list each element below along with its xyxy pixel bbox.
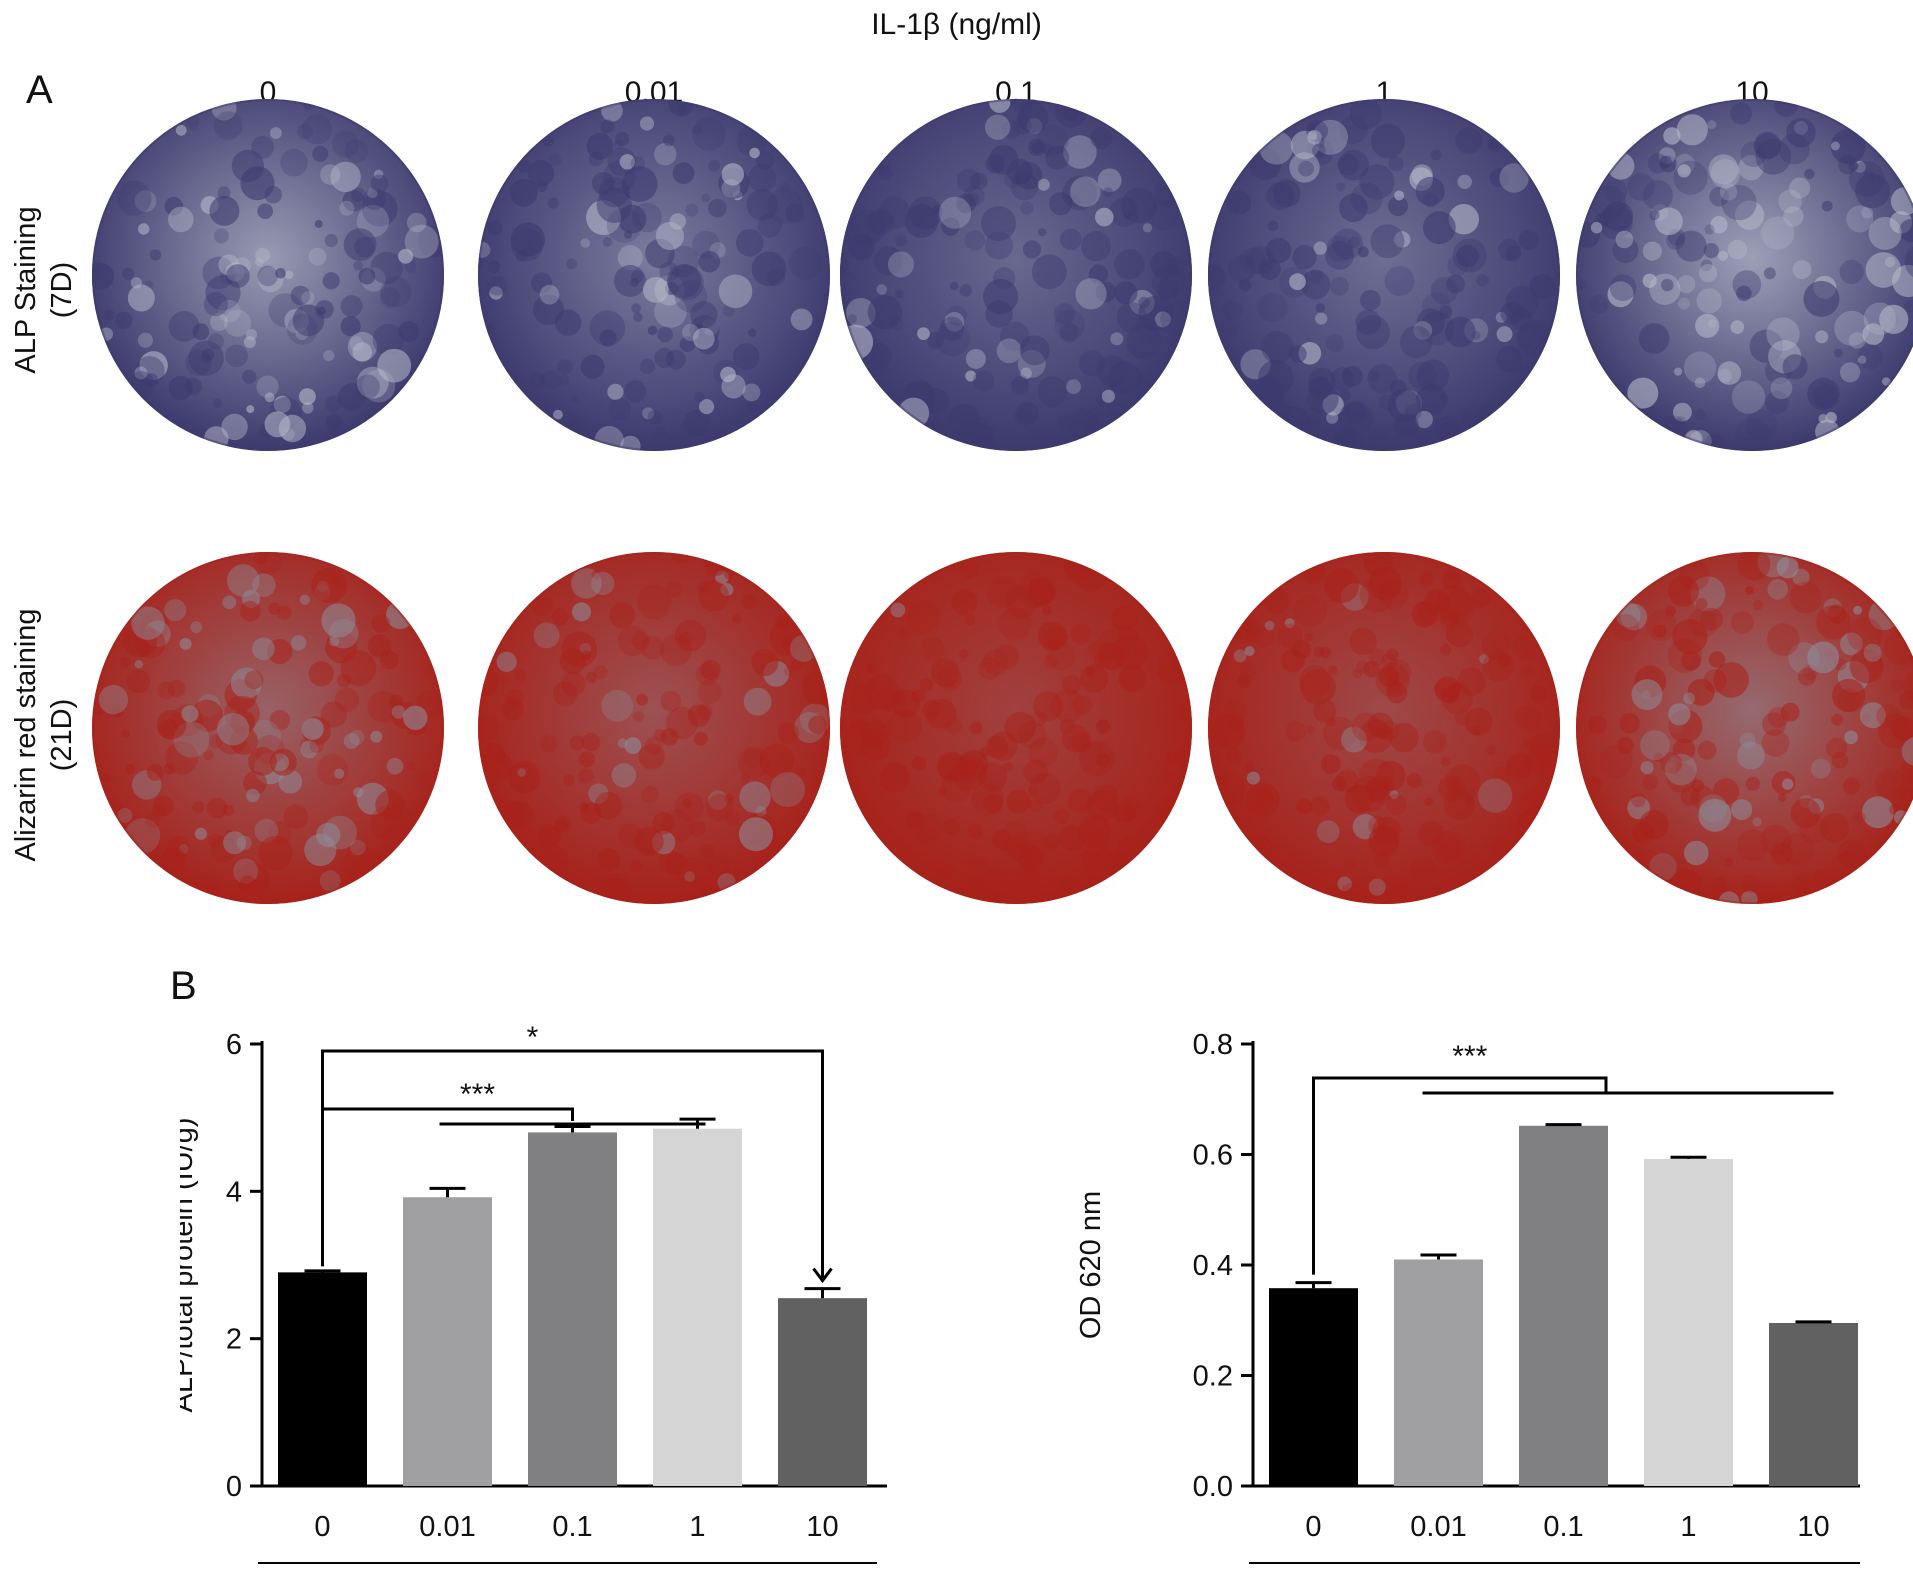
y-tick-label: 0 bbox=[226, 1471, 242, 1503]
x-tick-label: 10 bbox=[806, 1511, 838, 1543]
y-axis-label: ALP/total protein (IU/g) bbox=[180, 1118, 199, 1413]
y-axis-label: OD 620 nm bbox=[1075, 1191, 1107, 1339]
bar-1 bbox=[653, 1128, 742, 1486]
x-tick-label: 0.01 bbox=[1410, 1511, 1466, 1543]
bar-0.01 bbox=[403, 1197, 492, 1486]
sig-bracket-star bbox=[321, 1049, 824, 1281]
sig-label-triple: *** bbox=[1452, 1040, 1487, 1073]
y-tick-label: 0.4 bbox=[1193, 1250, 1233, 1282]
well-alizarin-2 bbox=[840, 552, 1192, 904]
sig-bracket-triple bbox=[1312, 1076, 1608, 1275]
x-tick-label: 0 bbox=[314, 1511, 330, 1543]
chart-od620: 0.00.20.40.60.800.010.1110IL-1β (ng/ml)O… bbox=[1075, 1029, 1860, 1564]
bar-0 bbox=[1269, 1288, 1358, 1486]
x-tick-label: 0 bbox=[1305, 1511, 1321, 1543]
well-alp-3 bbox=[1208, 99, 1560, 451]
sig-bracket-triple bbox=[321, 1051, 574, 1121]
well-alizarin-4 bbox=[1576, 552, 1913, 904]
well-alp-2 bbox=[840, 99, 1192, 451]
y-tick-label: 0.8 bbox=[1193, 1029, 1233, 1061]
sig-arrowhead bbox=[812, 1267, 833, 1284]
well-alp-4 bbox=[1576, 99, 1913, 451]
well-alp-1 bbox=[478, 99, 830, 451]
bar-0.1 bbox=[1519, 1125, 1608, 1486]
x-tick-label: 1 bbox=[689, 1511, 705, 1543]
y-tick-label: 6 bbox=[226, 1029, 242, 1061]
bar-0.1 bbox=[528, 1132, 617, 1486]
y-tick-label: 0.2 bbox=[1193, 1361, 1233, 1393]
panel-a-letter: A bbox=[26, 68, 53, 112]
y-tick-label: 0.0 bbox=[1193, 1471, 1233, 1503]
y-tick-label: 2 bbox=[226, 1324, 242, 1356]
panel-a-title: IL-1β (ng/ml) bbox=[871, 8, 1042, 41]
sig-label-triple: *** bbox=[460, 1078, 495, 1111]
sig-label-star: * bbox=[527, 1021, 539, 1054]
x-tick-label: 0.1 bbox=[552, 1511, 592, 1543]
bar-10 bbox=[778, 1298, 867, 1486]
well-images bbox=[92, 99, 1913, 904]
bar-1 bbox=[1644, 1158, 1733, 1486]
bar-0.01 bbox=[1394, 1259, 1483, 1486]
x-tick-label: 0.01 bbox=[419, 1511, 475, 1543]
well-alizarin-3 bbox=[1208, 552, 1560, 904]
well-alp-0 bbox=[92, 99, 444, 451]
bar-0 bbox=[278, 1272, 367, 1486]
well-alizarin-0 bbox=[92, 552, 444, 904]
x-tick-label: 10 bbox=[1797, 1511, 1829, 1543]
y-tick-label: 4 bbox=[226, 1176, 242, 1208]
x-tick-label: 1 bbox=[1680, 1511, 1696, 1543]
bar-10 bbox=[1769, 1323, 1858, 1486]
panel-b-letter: B bbox=[170, 964, 197, 1008]
well-alizarin-1 bbox=[478, 552, 830, 904]
y-tick-label: 0.6 bbox=[1193, 1140, 1233, 1172]
x-tick-label: 0.1 bbox=[1543, 1511, 1583, 1543]
